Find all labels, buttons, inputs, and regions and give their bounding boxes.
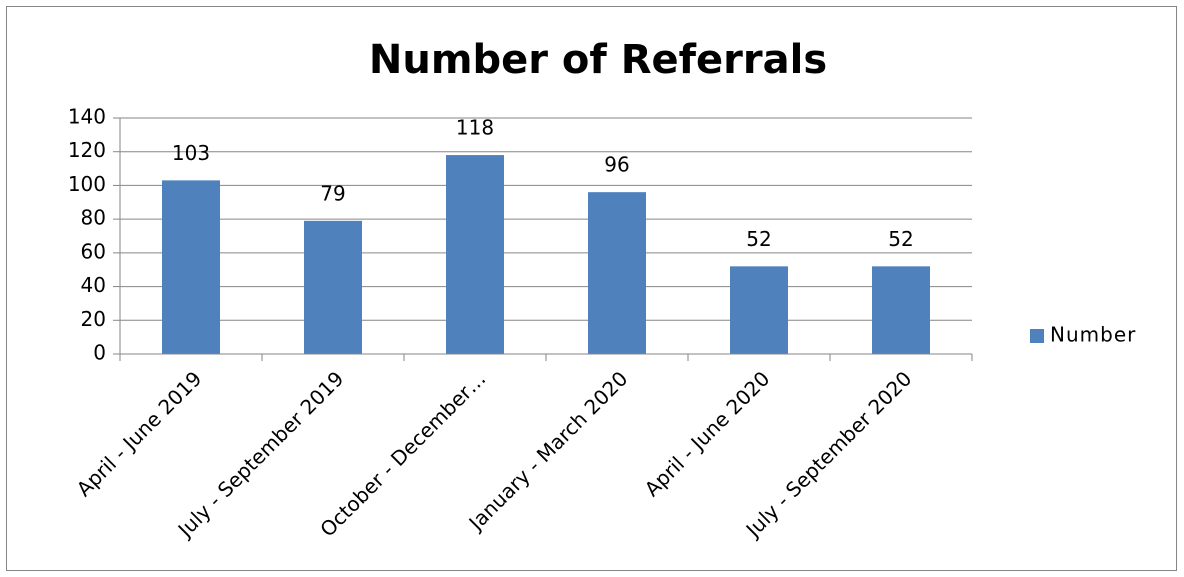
data-label: 52 (746, 227, 771, 251)
y-tick-label: 140 (68, 105, 106, 129)
y-tick-label: 100 (68, 172, 106, 196)
data-label: 103 (172, 141, 210, 165)
bar (588, 192, 646, 354)
y-tick-label: 0 (93, 341, 106, 365)
data-label: 118 (456, 116, 494, 140)
data-label: 96 (604, 153, 629, 177)
y-tick-label: 40 (81, 273, 106, 297)
bar (446, 155, 504, 354)
legend-label: Number (1050, 323, 1136, 347)
legend-swatch (1030, 329, 1044, 343)
y-tick-label: 120 (68, 138, 106, 162)
chart-title: Number of Referrals (369, 37, 827, 83)
data-label: 79 (320, 181, 345, 205)
bar (304, 220, 362, 354)
bar (872, 266, 930, 354)
y-tick-label: 80 (81, 206, 106, 230)
bar (162, 180, 220, 354)
y-tick-label: 60 (81, 239, 106, 263)
bar (730, 266, 788, 354)
y-tick-label: 20 (81, 307, 106, 331)
data-label: 52 (888, 227, 913, 251)
